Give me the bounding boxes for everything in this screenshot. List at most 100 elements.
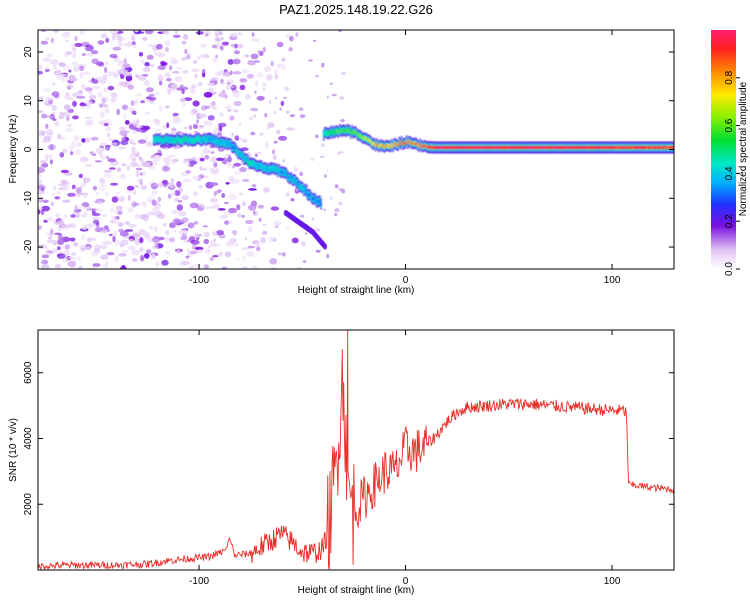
noise-speckle xyxy=(119,69,129,75)
noise-speckle xyxy=(92,86,101,89)
noise-speckle xyxy=(89,151,94,155)
ridge-cell xyxy=(376,142,378,146)
ridge-cell xyxy=(635,145,637,150)
ridge-cell xyxy=(633,145,636,150)
ridge-cell xyxy=(500,145,502,150)
noise-speckle xyxy=(61,185,70,191)
ridge-cell xyxy=(545,145,548,150)
ridge-cell xyxy=(334,131,336,135)
ridge-cell xyxy=(388,144,391,148)
ridge-cell xyxy=(580,145,583,150)
noise-speckle xyxy=(109,161,119,167)
noise-speckle xyxy=(217,208,226,211)
noise-speckle xyxy=(204,154,210,160)
noise-speckle xyxy=(308,59,313,62)
noise-speckle xyxy=(123,58,127,64)
ridge-cell xyxy=(156,138,159,142)
noise-speckle xyxy=(217,132,223,136)
noise-speckle xyxy=(286,127,295,131)
noise-speckle xyxy=(315,75,319,78)
ridge-cell xyxy=(645,145,647,150)
ridge-cell xyxy=(456,145,459,150)
ridge-cell xyxy=(482,145,485,150)
noise-speckle xyxy=(263,187,270,193)
ridge-cell xyxy=(272,166,274,170)
ridge-cell xyxy=(176,136,179,141)
y-tick-label: 6000 xyxy=(23,361,34,384)
ridge-cell xyxy=(565,145,568,150)
noise-speckle xyxy=(49,131,53,139)
noise-speckle xyxy=(120,239,129,246)
noise-speckle xyxy=(232,71,242,75)
noise-speckle xyxy=(59,152,65,158)
ridge-cell xyxy=(641,145,643,150)
noise-speckle xyxy=(72,51,76,59)
ridge-cell xyxy=(469,145,471,150)
noise-speckle xyxy=(57,233,63,240)
noise-speckle xyxy=(190,250,198,255)
noise-speckle xyxy=(68,256,76,260)
noise-speckle xyxy=(166,88,172,94)
noise-speckle xyxy=(272,239,277,242)
noise-speckle xyxy=(137,163,141,171)
ridge-cell xyxy=(621,145,624,150)
ridge-cell xyxy=(251,162,253,166)
noise-speckle xyxy=(38,64,43,71)
y-tick-label: 20 xyxy=(23,46,34,58)
noise-speckle xyxy=(291,237,299,244)
noise-speckle xyxy=(99,111,105,118)
ridge-cell xyxy=(279,170,282,174)
noise-speckle xyxy=(82,192,88,199)
noise-speckle xyxy=(45,96,54,101)
noise-speckle xyxy=(289,36,294,42)
ridge-cell xyxy=(591,145,594,150)
noise-speckle xyxy=(121,163,127,167)
noise-speckle xyxy=(77,142,82,148)
ridge-cell xyxy=(601,145,604,150)
noise-speckle xyxy=(45,123,49,130)
noise-speckle xyxy=(315,134,319,139)
ridge-cell xyxy=(350,131,352,135)
noise-speckle xyxy=(170,59,179,65)
ridge-cell xyxy=(626,145,628,150)
noise-speckle xyxy=(223,212,231,215)
noise-speckle xyxy=(227,108,237,112)
ridge-cell xyxy=(203,136,206,140)
noise-speckle xyxy=(104,66,108,74)
noise-speckle xyxy=(58,62,66,67)
noise-speckle xyxy=(341,72,346,75)
noise-speckle xyxy=(74,35,78,42)
noise-speckle xyxy=(242,138,248,143)
noise-speckle xyxy=(191,264,201,268)
y-tick-label: -20 xyxy=(23,239,34,254)
ridge-cell xyxy=(216,139,218,143)
noise-speckle xyxy=(41,254,50,259)
ridge-cell xyxy=(526,145,528,150)
noise-speckle xyxy=(86,237,92,243)
ridge-cell xyxy=(308,193,310,197)
ridge-cell xyxy=(522,145,524,150)
noise-speckle xyxy=(40,40,49,45)
noise-speckle xyxy=(168,57,177,60)
noise-speckle xyxy=(114,255,119,262)
noise-speckle xyxy=(102,32,107,39)
noise-speckle xyxy=(127,40,133,47)
ridge-cell xyxy=(620,145,622,150)
ridge-cell xyxy=(423,144,425,148)
noise-speckle xyxy=(246,54,249,58)
noise-speckle xyxy=(56,238,65,246)
noise-speckle xyxy=(231,165,236,169)
noise-speckle xyxy=(113,72,119,79)
noise-speckle xyxy=(276,129,281,135)
noise-speckle xyxy=(188,125,193,130)
ridge-cell xyxy=(466,145,469,150)
noise-speckle xyxy=(49,113,55,120)
ridge-cell xyxy=(154,138,156,142)
noise-speckle xyxy=(131,249,140,256)
ridge-cell xyxy=(186,138,189,142)
x-tick-label: 0 xyxy=(403,275,409,286)
noise-speckle xyxy=(111,96,118,102)
ridge-cell xyxy=(244,157,247,161)
noise-speckle xyxy=(241,215,245,218)
noise-speckle xyxy=(209,198,218,203)
